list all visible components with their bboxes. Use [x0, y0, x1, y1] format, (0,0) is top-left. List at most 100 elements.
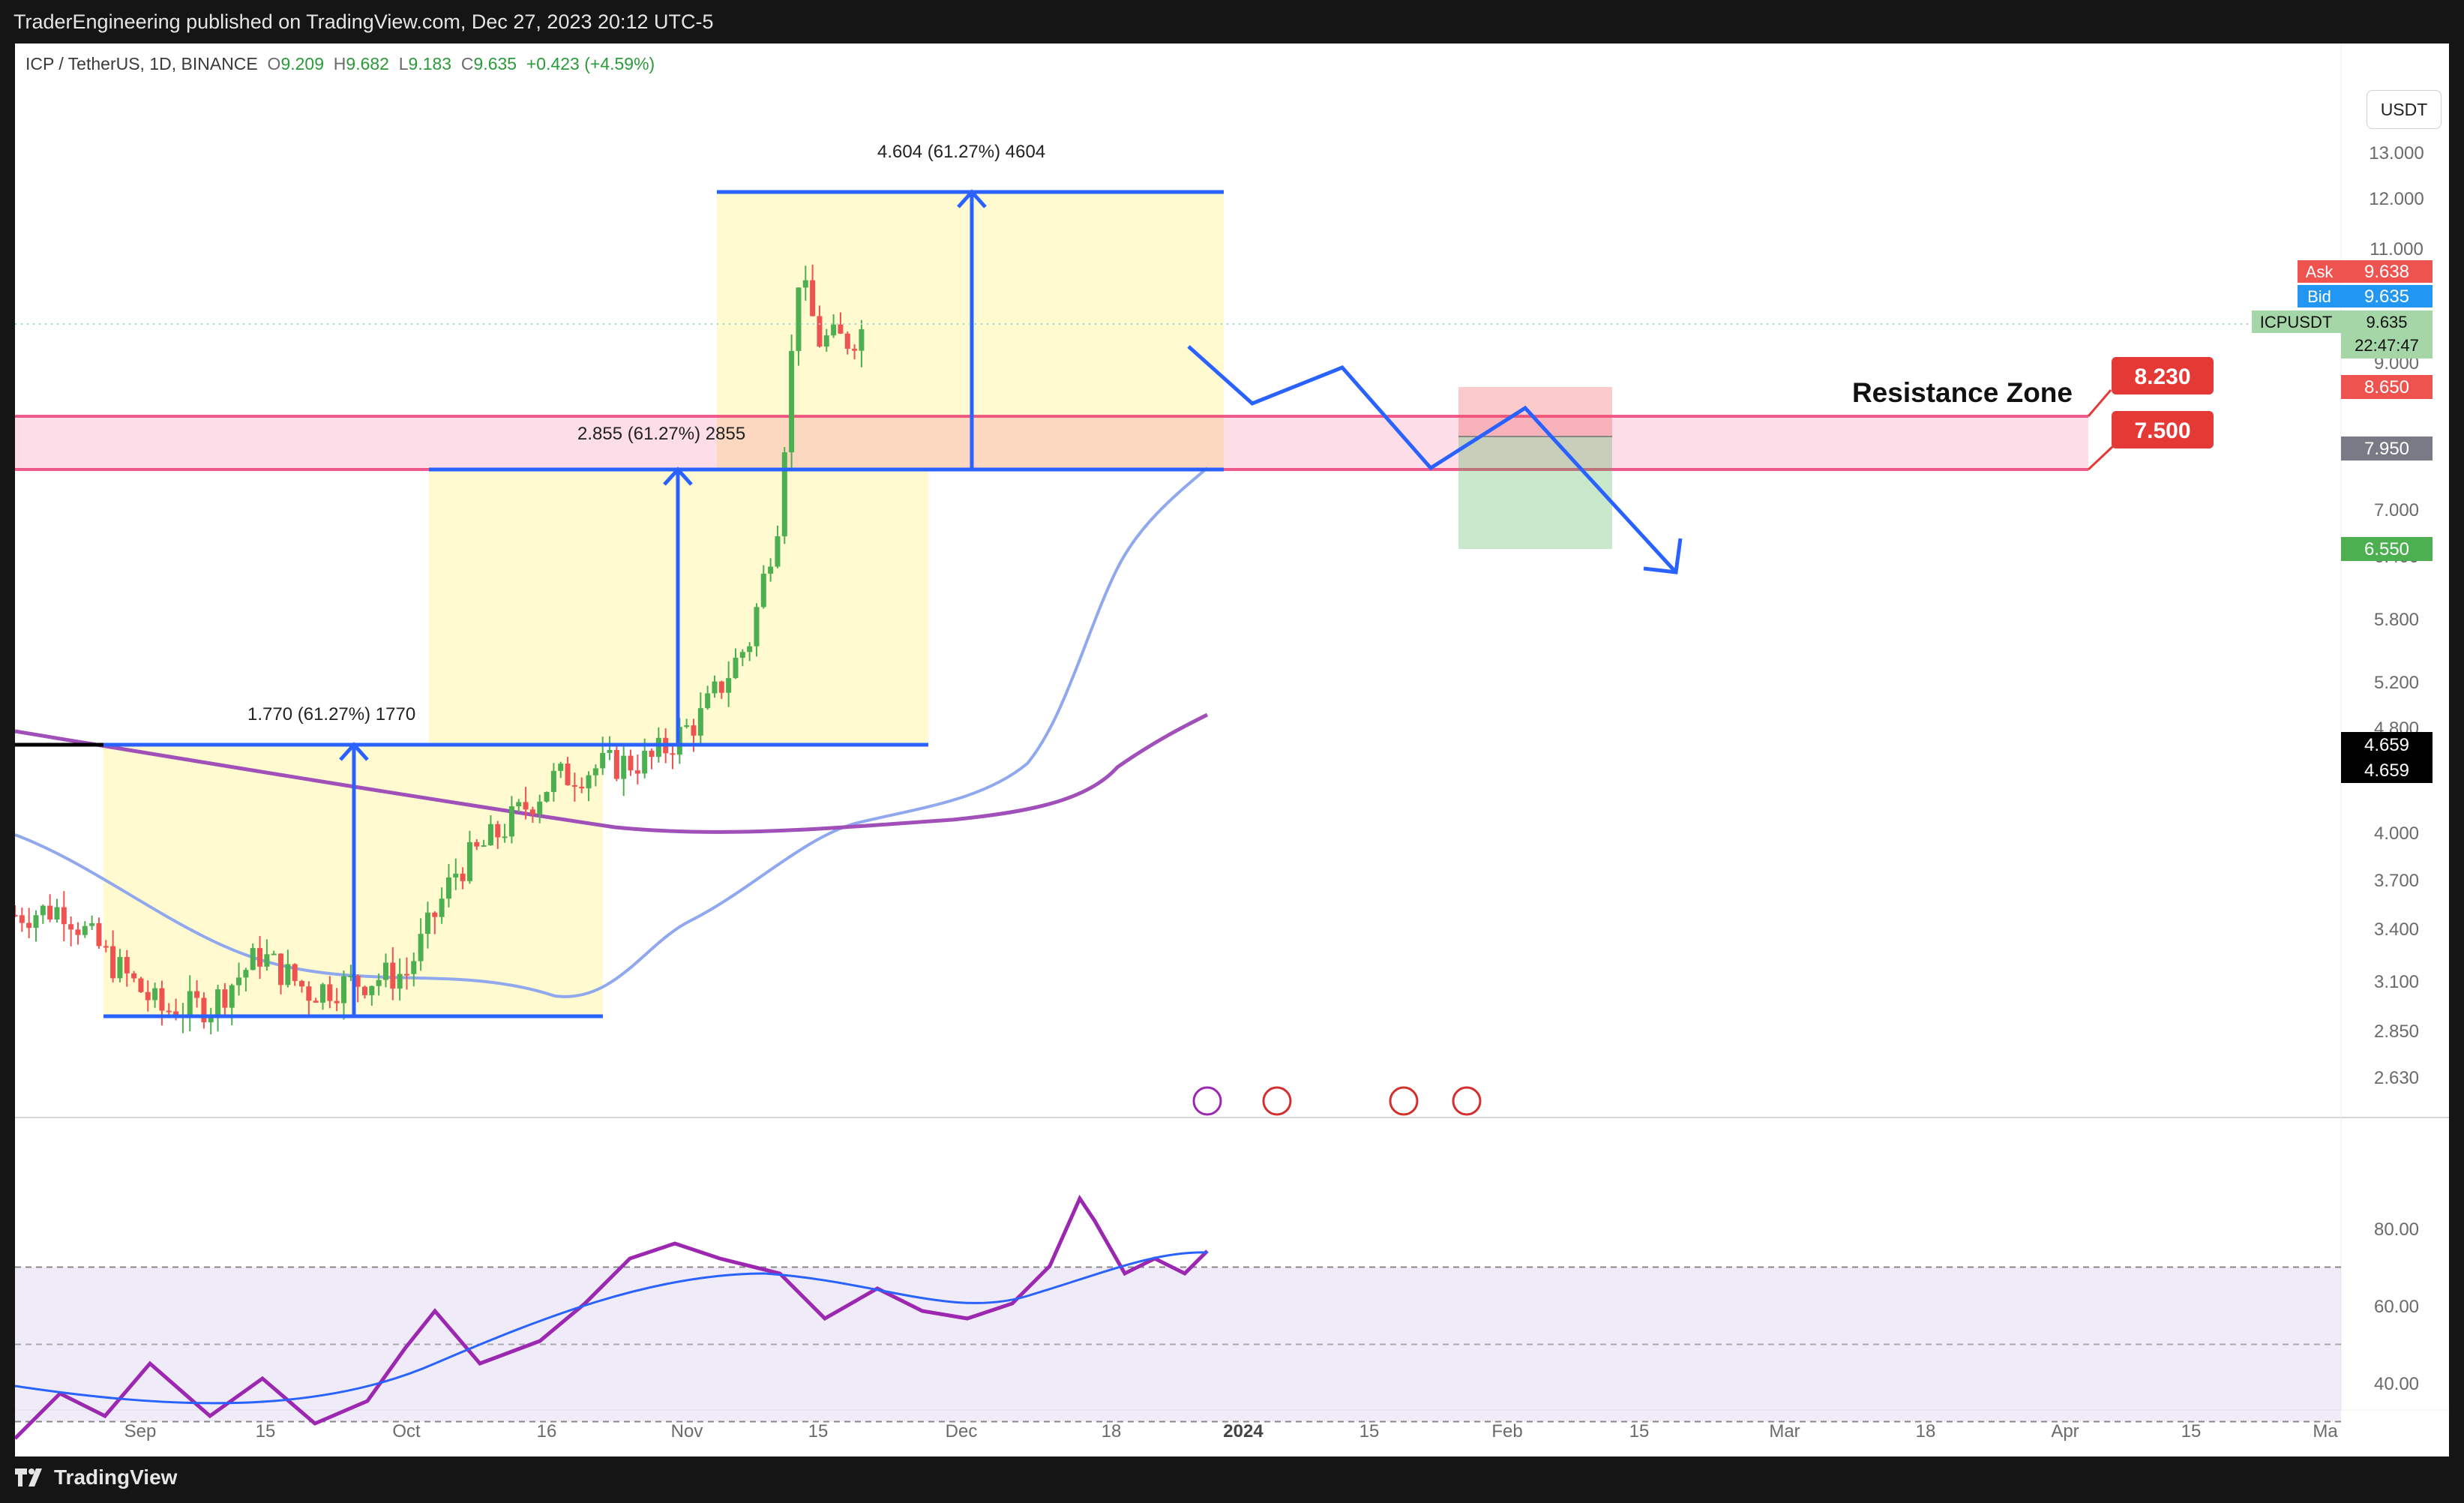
countdown-label: 22:47:47 — [2355, 336, 2419, 355]
candle-body — [823, 335, 829, 347]
ma-fast-line — [15, 466, 1209, 998]
ohlc-legend: ICP / TetherUS, 1D, BINANCE O9.209 H9.68… — [25, 54, 655, 74]
time-tick-label: Feb — [1491, 1421, 1522, 1442]
candle-body — [313, 1000, 319, 1003]
candle-body — [529, 809, 535, 814]
price-tick-label: 5.200 — [2374, 673, 2419, 693]
entry-price-label: 7.950 — [2364, 439, 2409, 459]
candle-body — [424, 912, 430, 934]
candle-body — [733, 657, 739, 679]
zone-top-connector — [2087, 389, 2112, 417]
ask-price-label: 9.638 — [2364, 262, 2409, 282]
candle-body — [634, 770, 640, 774]
candle-body — [327, 984, 333, 1001]
open-value: 9.209 — [280, 54, 324, 74]
price-tick-label: 3.700 — [2374, 871, 2419, 891]
candle-body — [215, 989, 221, 1015]
candle-body — [571, 784, 577, 787]
candle-body — [152, 988, 158, 1000]
candle-body — [796, 287, 802, 351]
candle-body — [61, 907, 67, 925]
candle-body — [40, 905, 46, 916]
candle-body — [124, 957, 130, 974]
last-price-bg — [2341, 310, 2433, 358]
candle-body — [621, 755, 627, 779]
measure-3-label: 4.604 (61.27%) 4604 — [877, 142, 1045, 162]
candle-body — [838, 324, 844, 334]
price-tick-label: 11.000 — [2370, 239, 2424, 260]
candle-body — [369, 986, 375, 995]
zone-top-label-bg — [2112, 357, 2214, 394]
candle-body — [382, 962, 388, 980]
candle-body — [208, 1014, 214, 1023]
bid-tag-label: Bid — [2307, 287, 2331, 306]
candle-body — [166, 1010, 172, 1012]
zone-bottom-label: 7.500 — [2134, 418, 2190, 443]
candle-body — [68, 924, 74, 930]
chart-panel[interactable]: Resistance Zone 1.770 (61.27%) 1770 2.855 … — [15, 44, 2449, 1456]
candle-body — [592, 768, 598, 776]
event-flag-icon — [1262, 1086, 1292, 1116]
resistance-zone — [15, 416, 2088, 470]
candle-body — [278, 953, 284, 986]
candle-body — [754, 607, 760, 646]
time-tick-label: 2024 — [1223, 1421, 1263, 1442]
candle-body — [82, 926, 88, 935]
ask-tag-bg — [2298, 260, 2341, 283]
candle-body — [187, 991, 193, 1016]
bid-price-label-bg — [2341, 285, 2433, 308]
event-flag-icon — [1452, 1086, 1482, 1116]
measure-2-arrow-head — [663, 466, 693, 486]
stop-zone — [1458, 387, 1612, 436]
time-tick-label: Sep — [124, 1421, 157, 1442]
candle-body — [159, 988, 165, 1011]
rsi-tick-label: 60.00 — [2374, 1297, 2419, 1317]
candle-body — [194, 991, 200, 998]
candle-body — [747, 646, 753, 652]
entry-price-label-bg — [2341, 436, 2433, 460]
candle-body — [508, 806, 514, 837]
time-tick-label: 15 — [256, 1421, 276, 1442]
price-tick-label: 13.000 — [2369, 143, 2424, 164]
rsi-tick-label: 80.00 — [2374, 1220, 2419, 1240]
candle-body — [264, 954, 270, 967]
time-tick-label: 18 — [1102, 1421, 1122, 1442]
symbol-tag-bg — [2252, 310, 2341, 333]
price-tick-label: 2.850 — [2374, 1022, 2419, 1042]
bid-price-label: 9.635 — [2364, 286, 2409, 307]
candle-body — [481, 845, 487, 848]
candle-body — [831, 324, 837, 336]
candle-body — [802, 280, 808, 288]
price-tick-label: 7.000 — [2374, 500, 2419, 520]
candle-body — [523, 802, 529, 810]
candle-body — [271, 953, 277, 956]
change-value: +0.423 (+4.59%) — [526, 54, 655, 74]
time-tick-label: Mar — [1769, 1421, 1800, 1442]
candle-body — [586, 775, 592, 789]
close-value: 9.635 — [473, 54, 517, 74]
candle-body — [466, 842, 472, 881]
price-chart[interactable]: Resistance Zone 1.770 (61.27%) 1770 2.855 … — [15, 44, 2449, 1456]
candle-body — [285, 964, 291, 986]
candle-body — [781, 452, 787, 537]
resistance-zone-label: Resistance Zone — [1852, 377, 2073, 408]
candle-body — [257, 948, 263, 967]
candle-body — [222, 989, 228, 1008]
candle-body — [487, 824, 493, 846]
high-value: 9.682 — [346, 54, 389, 74]
target-zone — [1458, 436, 1612, 549]
candle-body — [550, 770, 556, 792]
time-tick-label: 15 — [808, 1421, 829, 1442]
zone-top-label: 8.230 — [2134, 364, 2190, 389]
tradingview-logo[interactable]: TradingView — [15, 1466, 177, 1490]
measure-1-label: 1.770 (61.27%) 1770 — [247, 704, 415, 724]
candle-body — [760, 573, 766, 608]
candle-body — [432, 912, 438, 917]
currency-button[interactable]: USDT — [2367, 90, 2442, 129]
candle-body — [691, 725, 697, 736]
candle-body — [397, 974, 403, 989]
bid-tag-bg — [2298, 285, 2341, 308]
candle-body — [103, 946, 109, 948]
candle-body — [817, 316, 823, 347]
candle-body — [600, 752, 606, 769]
